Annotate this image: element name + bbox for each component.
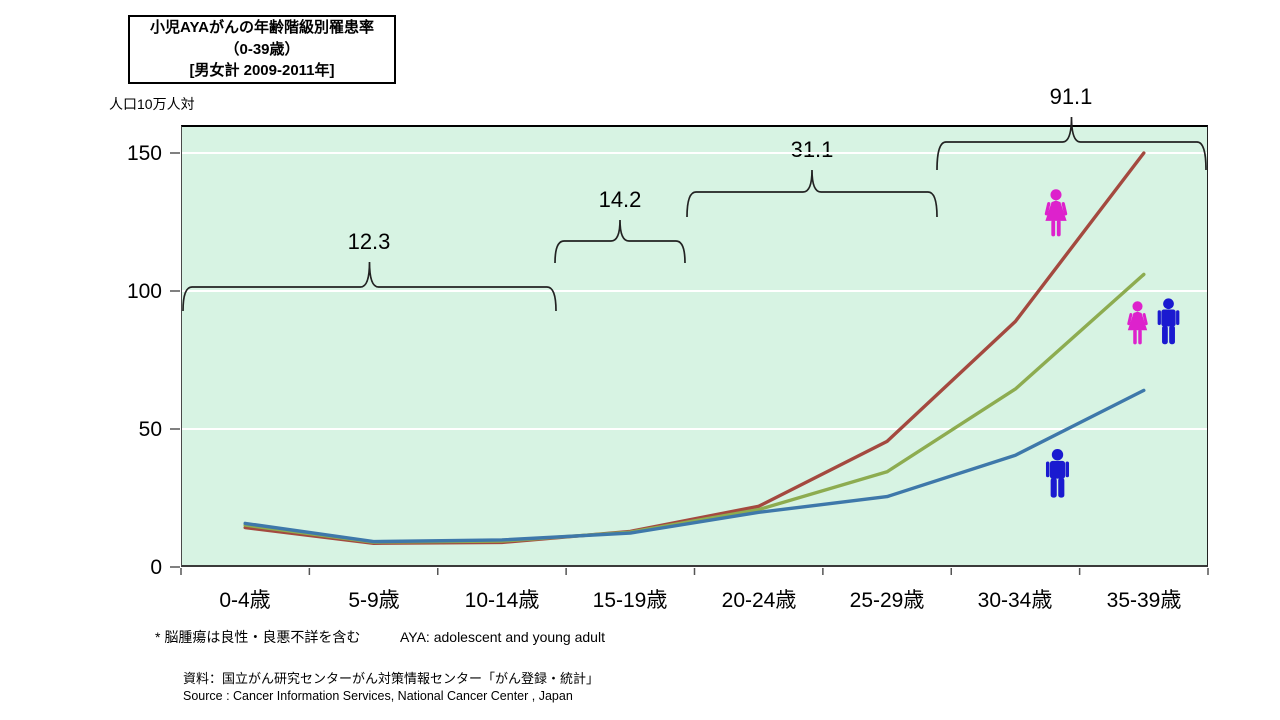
bracket-label-0-14: 12.3 — [347, 229, 391, 254]
y-axis-unit-label: 人口10万人対 — [109, 96, 195, 112]
bracket-label-15-19: 14.2 — [598, 187, 642, 212]
chart-title-line3: [男女計 2009-2011年] — [189, 62, 335, 80]
female-male-pair-icon-male — [1157, 298, 1180, 345]
x-label-5-9: 5-9歳 — [348, 589, 400, 612]
x-label-30-34: 30-34歳 — [977, 589, 1053, 612]
chart-title-line1: 小児AYAがんの年齢階級別罹患率 — [150, 18, 374, 36]
x-label-0-4: 0-4歳 — [219, 589, 271, 612]
bracket-label-30-39: 91.1 — [1049, 84, 1093, 109]
male-icon — [1045, 449, 1070, 498]
x-label-15-19: 15-19歳 — [592, 589, 668, 612]
bracket-label-20-29: 31.1 — [790, 137, 834, 162]
x-label-20-24: 20-24歳 — [721, 589, 797, 612]
x-label-25-29: 25-29歳 — [849, 589, 925, 612]
chart-title-box: 小児AYAがんの年齢階級別罹患率 （0-39歳） [男女計 2009-2011年… — [128, 15, 396, 84]
chart-title-line2: （0-39歳） — [224, 40, 300, 58]
y-tick-label-150: 150 — [126, 142, 162, 165]
footnote-brain-tumor: * 脳腫瘍は良性・良悪不詳を含む — [155, 629, 361, 645]
female-male-pair-icon-female — [1126, 301, 1149, 345]
y-tick-label-50: 50 — [138, 418, 162, 441]
source-text-japanese: 資料：国立がん研究センターがん対策情報センター「がん登録・統計」 — [183, 671, 600, 686]
y-tick-label-0: 0 — [150, 556, 162, 579]
female-icon — [1044, 189, 1068, 237]
source-text-english: Source : Cancer Information Services, Na… — [183, 689, 573, 703]
y-tick-label-100: 100 — [126, 280, 162, 303]
footnote-aya-definition: AYA: adolescent and young adult — [400, 629, 605, 645]
x-label-35-39: 35-39歳 — [1106, 589, 1182, 612]
x-label-10-14: 10-14歳 — [464, 589, 540, 612]
